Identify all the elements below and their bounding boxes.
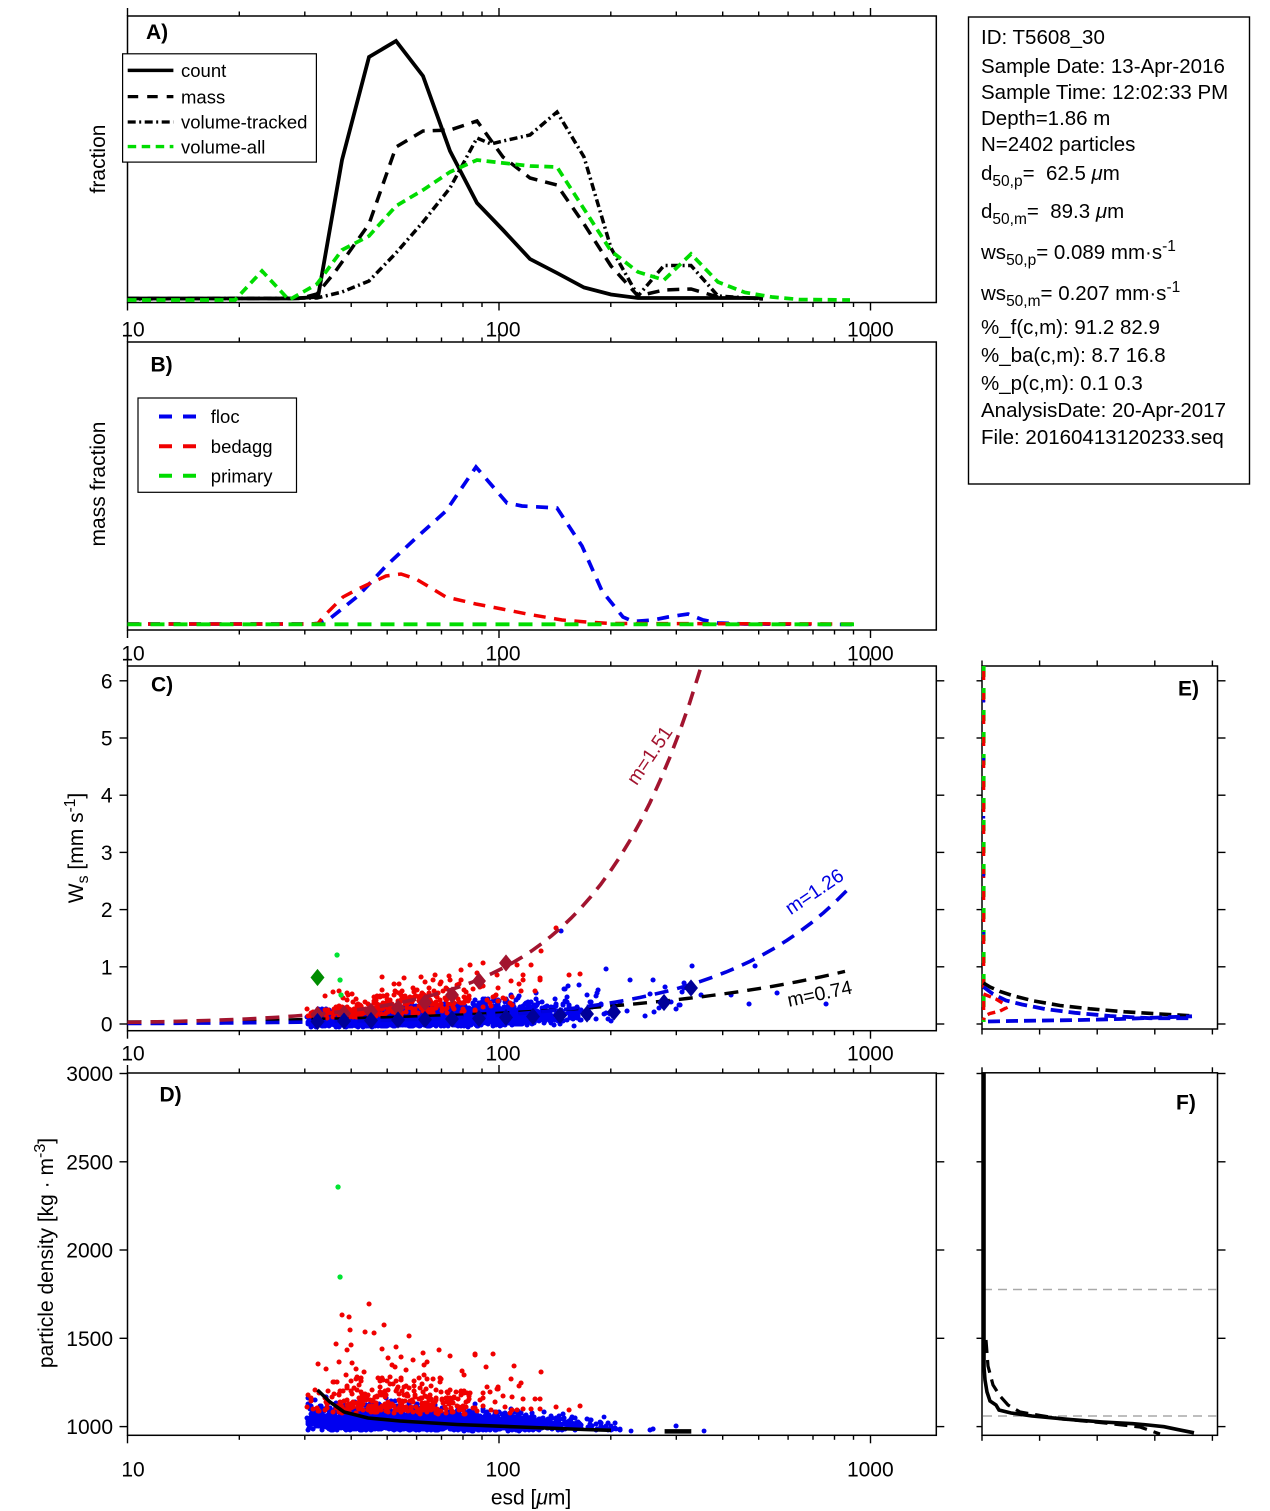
svg-text:mass: mass (181, 86, 225, 107)
svg-text:C): C) (151, 674, 173, 697)
svg-text:d50,m= 89.3 μm: d50,m= 89.3 μm (981, 200, 1124, 228)
svg-text:esd [μm]: esd [μm] (491, 1487, 571, 1510)
svg-text:1000: 1000 (847, 1043, 894, 1066)
svg-text:2000: 2000 (66, 1240, 113, 1263)
svg-text:3000: 3000 (66, 1063, 113, 1086)
svg-text:10: 10 (121, 643, 144, 666)
svg-text:2: 2 (101, 899, 113, 922)
svg-text:B): B) (151, 354, 173, 377)
svg-text:10: 10 (121, 1459, 144, 1482)
svg-text:3: 3 (101, 842, 113, 865)
svg-text:A): A) (146, 21, 168, 44)
svg-text:Ws [mm s-1]: Ws [mm s-1] (62, 793, 92, 903)
svg-text:mass fraction: mass fraction (87, 422, 110, 547)
svg-text:File: 20160413120233.seq: File: 20160413120233.seq (981, 426, 1224, 449)
svg-text:Sample Time: 12:02:33 PM: Sample Time: 12:02:33 PM (981, 81, 1228, 104)
svg-text:count: count (181, 60, 226, 81)
svg-text:0: 0 (101, 1014, 113, 1037)
svg-text:100: 100 (485, 1043, 520, 1066)
svg-text:ws50,p= 0.089 mm·s-1: ws50,p= 0.089 mm·s-1 (980, 238, 1176, 269)
svg-text:100: 100 (485, 319, 520, 342)
svg-text:D): D) (160, 1084, 182, 1107)
svg-text:particle density [kg · m-3]: particle density [kg · m-3] (32, 1138, 58, 1368)
svg-text:fraction: fraction (87, 125, 110, 194)
svg-text:primary: primary (211, 465, 273, 486)
svg-text:%_ba(c,m): 8.7 16.8: %_ba(c,m): 8.7 16.8 (981, 344, 1166, 367)
svg-text:1000: 1000 (847, 643, 894, 666)
svg-text:Depth=1.86 m: Depth=1.86 m (981, 107, 1110, 130)
svg-text:100: 100 (485, 643, 520, 666)
svg-text:%_p(c,m): 0.1 0.3: %_p(c,m): 0.1 0.3 (981, 372, 1143, 395)
svg-text:6: 6 (101, 670, 113, 693)
svg-text:5: 5 (101, 728, 113, 751)
svg-text:1500: 1500 (66, 1328, 113, 1351)
svg-text:100: 100 (485, 1459, 520, 1482)
svg-text:ID: T5608_30: ID: T5608_30 (981, 26, 1105, 49)
svg-text:1000: 1000 (847, 319, 894, 342)
svg-text:1: 1 (101, 956, 113, 979)
svg-text:1000: 1000 (66, 1416, 113, 1439)
svg-text:volume-all: volume-all (181, 136, 265, 157)
svg-text:ws50,m= 0.207 mm·s-1: ws50,m= 0.207 mm·s-1 (980, 279, 1180, 310)
svg-text:F): F) (1176, 1092, 1196, 1115)
svg-text:Sample Date: 13-Apr-2016: Sample Date: 13-Apr-2016 (981, 55, 1225, 78)
svg-text:10: 10 (121, 319, 144, 342)
svg-text:N=2402 particles: N=2402 particles (981, 133, 1135, 156)
svg-text:2500: 2500 (66, 1151, 113, 1174)
svg-text:%_f(c,m): 91.2 82.9: %_f(c,m): 91.2 82.9 (981, 316, 1160, 339)
svg-text:d50,p= 62.5 μm: d50,p= 62.5 μm (981, 162, 1120, 190)
svg-text:1000: 1000 (847, 1459, 894, 1482)
svg-text:E): E) (1178, 678, 1199, 701)
svg-text:floc: floc (211, 406, 240, 427)
svg-text:volume-tracked: volume-tracked (181, 112, 307, 133)
svg-text:bedagg: bedagg (211, 436, 273, 457)
svg-text:10: 10 (121, 1043, 144, 1066)
svg-text:AnalysisDate: 20-Apr-2017: AnalysisDate: 20-Apr-2017 (981, 399, 1226, 422)
svg-text:4: 4 (101, 785, 113, 808)
